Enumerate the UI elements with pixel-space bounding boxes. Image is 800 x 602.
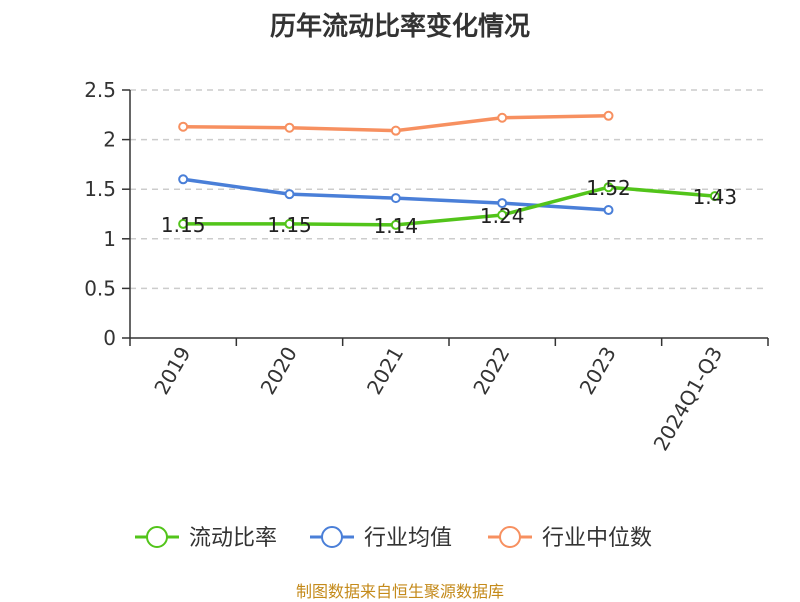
legend-item: 行业中位数 xyxy=(488,526,652,551)
x-tick-label: 2020 xyxy=(256,343,302,399)
data-point xyxy=(284,189,295,200)
grid-lines xyxy=(130,89,768,290)
series-lines xyxy=(178,110,720,230)
data-point xyxy=(390,219,401,230)
series-line xyxy=(183,185,715,227)
data-label: 1.14 xyxy=(374,214,419,238)
x-tick-label: 2019 xyxy=(149,343,195,399)
data-point xyxy=(390,193,401,204)
y-tick-label: 0 xyxy=(103,326,116,350)
data-point xyxy=(497,209,508,220)
legend-marker xyxy=(499,526,521,548)
legend: 流动比率 行业均值 行业中位数 xyxy=(135,526,652,551)
data-label: 1.24 xyxy=(480,204,525,228)
legend-item: 行业均值 xyxy=(310,526,452,551)
x-tick-label: 2024Q1-Q3 xyxy=(648,343,727,455)
x-tick-label: 2022 xyxy=(468,342,514,398)
data-point xyxy=(603,110,614,121)
data-point xyxy=(603,182,614,193)
legend-label: 行业中位数 xyxy=(542,526,652,551)
legend-item: 流动比率 xyxy=(135,526,277,551)
source-note: 制图数据来自恒生聚源数据库 xyxy=(295,582,504,601)
y-tick-label: 1 xyxy=(103,227,116,251)
legend-label: 行业均值 xyxy=(364,526,452,551)
data-labels: 1.15 1.15 1.14 1.24 1.52 1.43 xyxy=(161,176,737,238)
data-point xyxy=(178,174,189,185)
data-point xyxy=(284,122,295,133)
data-point xyxy=(497,112,508,123)
data-point xyxy=(709,191,720,202)
data-point xyxy=(497,198,508,209)
y-tick-label: 2 xyxy=(103,128,116,152)
y-tick-label: 1.5 xyxy=(84,177,116,201)
data-label: 1.52 xyxy=(586,176,631,200)
y-tick-label: 2.5 xyxy=(84,78,116,102)
data-label: 1.15 xyxy=(267,213,312,237)
legend-marker xyxy=(321,526,343,548)
data-label: 1.43 xyxy=(693,185,738,209)
data-point xyxy=(390,125,401,136)
data-point xyxy=(178,121,189,132)
y-tick-label: 0.5 xyxy=(84,276,116,300)
data-label: 1.15 xyxy=(161,213,206,237)
x-tick-label: 2021 xyxy=(362,343,408,399)
legend-marker xyxy=(146,526,168,548)
legend-label: 流动比率 xyxy=(189,526,277,551)
data-point xyxy=(178,218,189,229)
x-tick-label: 2023 xyxy=(575,343,621,399)
data-point xyxy=(284,218,295,229)
chart-title: 历年流动比率变化情况 xyxy=(269,12,530,42)
data-point xyxy=(603,205,614,216)
